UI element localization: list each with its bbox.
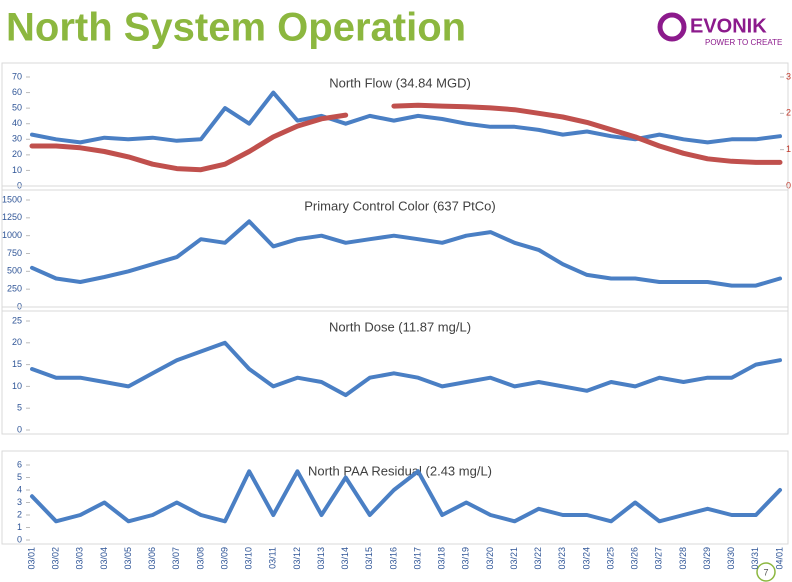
y-tick-label: 40 <box>12 118 22 128</box>
panel-frame <box>1 450 789 545</box>
logo: EVONIK <box>690 15 767 37</box>
y-tick-label: 20 <box>12 149 22 159</box>
y-tick-label: 1250 <box>2 212 22 222</box>
y-tick-label: 1 <box>17 522 22 532</box>
y-tick-label: 10 <box>12 381 22 391</box>
series-line <box>29 102 783 173</box>
panel-title: North Flow (34.84 MGD) <box>329 75 471 90</box>
y-tick-label: 20 <box>12 337 22 347</box>
x-tick-label: 03/25 <box>605 547 615 570</box>
series-line <box>30 90 782 145</box>
page-number: 7 <box>763 567 768 577</box>
series-line <box>30 340 782 398</box>
y-tick-label: 3 <box>17 497 22 507</box>
y2-tick-label: 0 <box>786 180 791 190</box>
logo-mark <box>657 12 687 42</box>
x-tick-label: 03/05 <box>123 547 133 570</box>
panel-frame <box>1 62 789 191</box>
y-tick-label: 10 <box>12 165 22 175</box>
y-tick-label: 500 <box>7 266 22 276</box>
y2-tick-label: 3 <box>786 71 791 81</box>
y-tick-label: 15 <box>12 359 22 369</box>
y-tick-label: 4 <box>17 484 22 494</box>
x-tick-label: 03/10 <box>244 547 254 570</box>
x-tick-label: 03/21 <box>509 547 519 570</box>
y-tick-label: 50 <box>12 103 22 113</box>
x-tick-label: 03/01 <box>26 547 36 570</box>
series-line <box>30 219 782 288</box>
x-tick-label: 03/15 <box>364 547 374 570</box>
y-tick-label: 25 <box>12 315 22 325</box>
panel-title: Primary Control Color (637 PtCo) <box>304 198 495 213</box>
x-tick-label: 03/31 <box>750 547 760 570</box>
slide-title: North System Operation <box>6 6 466 50</box>
y-tick-label: 250 <box>7 284 22 294</box>
x-tick-label: 04/01 <box>774 547 784 570</box>
x-tick-label: 03/13 <box>316 547 326 570</box>
x-tick-label: 03/03 <box>75 547 85 570</box>
x-tick-label: 03/04 <box>99 547 109 570</box>
panel-frame <box>1 185 789 312</box>
y-tick-label: 2 <box>17 509 22 519</box>
y-tick-label: 5 <box>17 403 22 413</box>
x-tick-label: 03/18 <box>437 547 447 570</box>
x-tick-label: 03/17 <box>412 547 422 570</box>
x-tick-label: 03/14 <box>340 547 350 570</box>
x-tick-label: 03/24 <box>581 547 591 570</box>
y-tick-label: 1500 <box>2 194 22 204</box>
x-tick-label: 03/12 <box>292 547 302 570</box>
x-tick-label: 03/26 <box>630 547 640 570</box>
x-tick-label: 03/20 <box>485 547 495 570</box>
x-tick-label: 03/08 <box>195 547 205 570</box>
x-tick-label: 03/11 <box>268 547 278 569</box>
series-line <box>30 469 782 524</box>
panel-title: North Dose (11.87 mg/L) <box>329 319 471 334</box>
x-tick-label: 03/27 <box>654 547 664 570</box>
y-tick-label: 750 <box>7 248 22 258</box>
x-tick-label: 03/06 <box>147 547 157 570</box>
x-tick-label: 03/29 <box>702 547 712 570</box>
y2-tick-label: 1 <box>786 144 791 154</box>
y-tick-label: 0 <box>17 301 22 311</box>
y-tick-label: 60 <box>12 87 22 97</box>
x-tick-label: 03/07 <box>171 547 181 570</box>
x-tick-label: 03/23 <box>557 547 567 570</box>
y-tick-label: 0 <box>17 424 22 434</box>
y-tick-label: 1000 <box>2 230 22 240</box>
y-tick-label: 0 <box>17 534 22 544</box>
y2-tick-label: 2 <box>786 108 791 118</box>
page-badge <box>756 562 776 582</box>
y-tick-label: 5 <box>17 472 22 482</box>
x-tick-label: 03/30 <box>726 547 736 570</box>
panel-title: North PAA Residual (2.43 mg/L) <box>308 463 492 478</box>
y-tick-label: 30 <box>12 134 22 144</box>
y-tick-label: 0 <box>17 180 22 190</box>
x-tick-label: 03/28 <box>678 547 688 570</box>
x-tick-label: 03/16 <box>388 547 398 570</box>
x-tick-label: 03/02 <box>51 547 61 570</box>
tagline: POWER TO CREATE <box>705 38 782 47</box>
panel-frame <box>1 306 789 435</box>
x-tick-label: 03/09 <box>219 547 229 570</box>
x-tick-label: 03/19 <box>461 547 471 570</box>
x-tick-label: 03/22 <box>533 547 543 570</box>
y-tick-label: 6 <box>17 459 22 469</box>
y-tick-label: 70 <box>12 71 22 81</box>
